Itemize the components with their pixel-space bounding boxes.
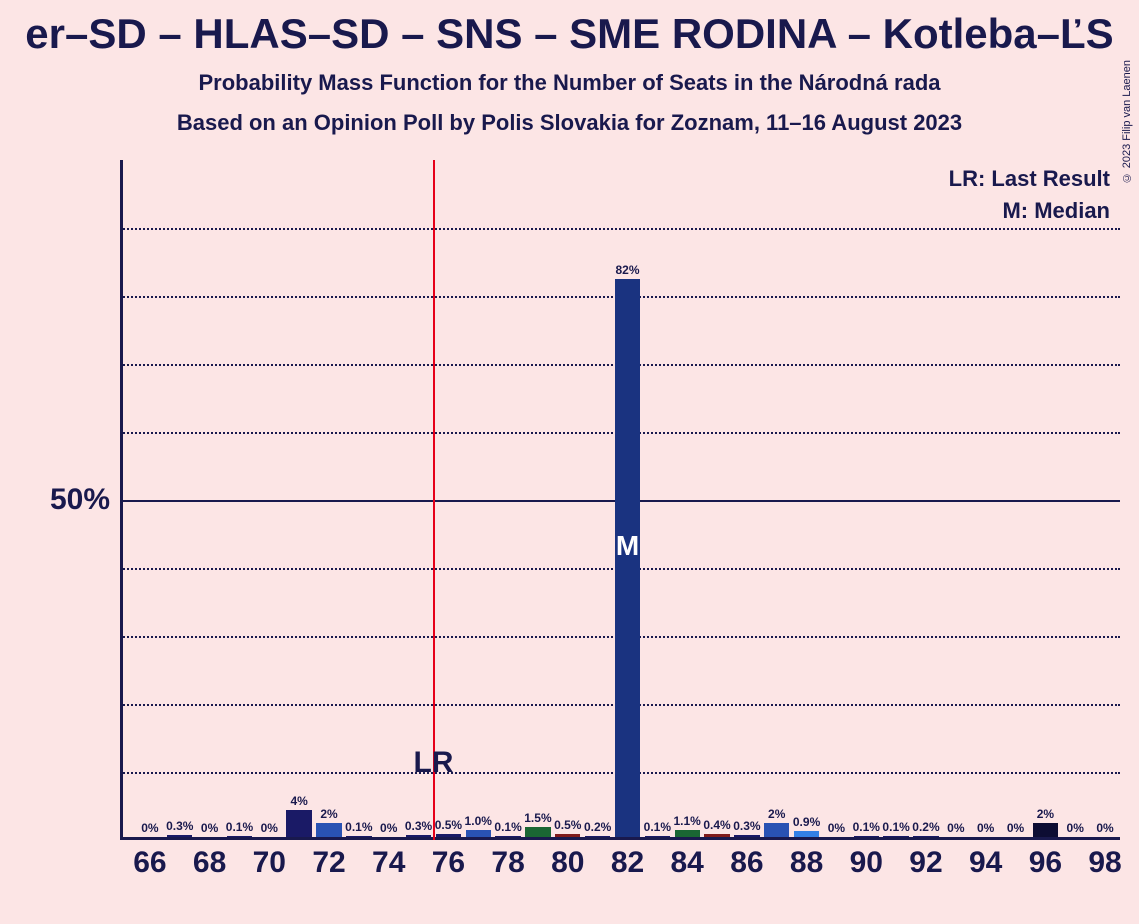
x-tick: 88 (790, 846, 823, 880)
bar: 0.1% (645, 836, 670, 837)
x-tick: 82 (611, 846, 644, 880)
bar-value-label: 0.2% (584, 820, 611, 834)
bar-value-label: 0.5% (554, 818, 581, 832)
bar-value-label: 0.1% (226, 820, 253, 834)
bar-value-label: 0.2% (912, 820, 939, 834)
bar: 0.5% (436, 834, 461, 837)
x-tick: 92 (909, 846, 942, 880)
bar-value-label: 2% (1037, 807, 1054, 821)
chart-subtitle-1: Probability Mass Function for the Number… (0, 70, 1139, 96)
bar: 0.9% (794, 831, 819, 837)
x-tick: 68 (193, 846, 226, 880)
bar-value-label: 0.3% (405, 819, 432, 833)
bar: 0.3% (734, 835, 759, 837)
bar-value-label: 0% (261, 821, 278, 835)
bar-value-label: 82% (615, 263, 639, 277)
x-tick: 76 (432, 846, 465, 880)
bar: 2% (764, 823, 789, 837)
bars-group: 0%0.3%0%0.1%0%4%2%0.1%0%0.3%0.5%1.0%0.1%… (120, 160, 1120, 840)
last-result-line (433, 160, 435, 840)
bar-value-label: 0.1% (494, 820, 521, 834)
y-axis-label: 50% (30, 483, 110, 517)
bar: 2% (1033, 823, 1058, 837)
legend-m: M: Median (1002, 198, 1110, 224)
bar: 1.5% (525, 827, 550, 837)
bar-value-label: 0.4% (703, 818, 730, 832)
bar: 0.1% (227, 836, 252, 837)
bar: 0.1% (883, 836, 908, 837)
bar-value-label: 1.0% (465, 814, 492, 828)
bar-value-label: 4% (290, 794, 307, 808)
bar-value-label: 0% (977, 821, 994, 835)
bar-value-label: 0% (1096, 821, 1113, 835)
x-tick: 66 (133, 846, 166, 880)
bar-value-label: 0.5% (435, 818, 462, 832)
bar-value-label: 0.3% (733, 819, 760, 833)
x-tick: 86 (730, 846, 763, 880)
bar: 0.1% (495, 836, 520, 837)
bar: 4% (286, 810, 311, 837)
bar: 0.5% (555, 834, 580, 837)
bar-value-label: 0.1% (853, 820, 880, 834)
bar-value-label: 0% (201, 821, 218, 835)
bar: 0.1% (346, 836, 371, 837)
bar: 0.1% (854, 836, 879, 837)
x-tick: 74 (372, 846, 405, 880)
bar: 2% (316, 823, 341, 837)
chart-area: 0%0.3%0%0.1%0%4%2%0.1%0%0.3%0.5%1.0%0.1%… (120, 160, 1120, 840)
legend-lr: LR: Last Result (949, 166, 1110, 192)
last-result-label: LR (413, 746, 453, 780)
x-tick: 96 (1029, 846, 1062, 880)
bar: 0.4% (704, 834, 729, 837)
chart-subtitle-2: Based on an Opinion Poll by Polis Slovak… (0, 110, 1139, 136)
chart-container: er–SD – HLAS–SD – SNS – SME RODINA – Kot… (0, 0, 1139, 924)
bar-value-label: 1.5% (524, 811, 551, 825)
bar-value-label: 0% (947, 821, 964, 835)
x-tick: 72 (312, 846, 345, 880)
x-tick: 78 (491, 846, 524, 880)
bar: 1.0% (466, 830, 491, 837)
bar-value-label: 0.1% (882, 820, 909, 834)
x-tick: 80 (551, 846, 584, 880)
median-label: M (616, 530, 639, 562)
bar-value-label: 0% (828, 821, 845, 835)
bar: 1.1% (675, 830, 700, 837)
bar-value-label: 0.1% (644, 820, 671, 834)
bar-value-label: 0% (1007, 821, 1024, 835)
x-tick: 98 (1088, 846, 1121, 880)
x-tick: 70 (253, 846, 286, 880)
bar-value-label: 2% (320, 807, 337, 821)
bar-value-label: 0.9% (793, 815, 820, 829)
bar-value-label: 0% (1067, 821, 1084, 835)
x-tick: 94 (969, 846, 1002, 880)
x-tick: 90 (850, 846, 883, 880)
bar-value-label: 0% (141, 821, 158, 835)
bar: 0.2% (913, 836, 938, 837)
bar: 0.2% (585, 836, 610, 837)
bar-value-label: 0.3% (166, 819, 193, 833)
copyright-text: © 2023 Filip van Laenen (1121, 60, 1133, 183)
chart-title: er–SD – HLAS–SD – SNS – SME RODINA – Kot… (0, 10, 1139, 58)
bar-value-label: 0.1% (345, 820, 372, 834)
x-tick: 84 (671, 846, 704, 880)
x-axis-ticks: 66 68 70 72 74 76 78 80 82 84 86 88 90 92 94 96 98 (120, 846, 1120, 906)
bar-value-label: 0% (380, 821, 397, 835)
bar-value-label: 2% (768, 807, 785, 821)
bar: 0.3% (406, 835, 431, 837)
bar: 0.3% (167, 835, 192, 837)
bar-value-label: 1.1% (673, 814, 700, 828)
